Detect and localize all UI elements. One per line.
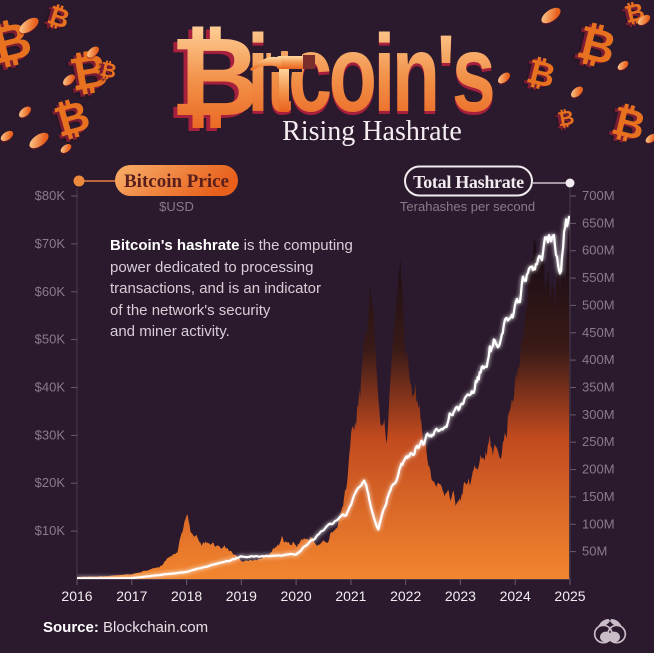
svg-text:$70K: $70K [35,236,66,251]
svg-text:$60K: $60K [35,284,66,299]
svg-text:200M: 200M [582,462,615,477]
svg-text:2022: 2022 [390,588,421,604]
svg-text:2018: 2018 [171,588,202,604]
svg-text:2020: 2020 [281,588,312,604]
svg-text:2025: 2025 [554,588,585,604]
svg-text:2017: 2017 [116,588,147,604]
svg-text:350M: 350M [582,380,615,395]
svg-text:550M: 550M [582,270,615,285]
svg-text:100M: 100M [582,516,615,531]
svg-text:650M: 650M [582,215,615,230]
svg-text:2016: 2016 [61,588,92,604]
svg-text:250M: 250M [582,434,615,449]
svg-text:600M: 600M [582,243,615,258]
svg-text:2023: 2023 [445,588,476,604]
svg-text:2024: 2024 [500,588,531,604]
svg-text:450M: 450M [582,325,615,340]
svg-text:150M: 150M [582,489,615,504]
svg-text:400M: 400M [582,352,615,367]
svg-text:300M: 300M [582,407,615,422]
svg-text:$30K: $30K [35,427,66,442]
svg-text:$80K: $80K [35,188,66,203]
svg-text:2021: 2021 [335,588,366,604]
svg-text:2019: 2019 [226,588,257,604]
svg-text:$10K: $10K [35,523,66,538]
svg-text:700M: 700M [582,188,615,203]
svg-text:$40K: $40K [35,380,66,395]
svg-text:$50K: $50K [35,332,66,347]
svg-text:500M: 500M [582,297,615,312]
svg-text:50M: 50M [582,544,607,559]
svg-text:$20K: $20K [35,475,66,490]
